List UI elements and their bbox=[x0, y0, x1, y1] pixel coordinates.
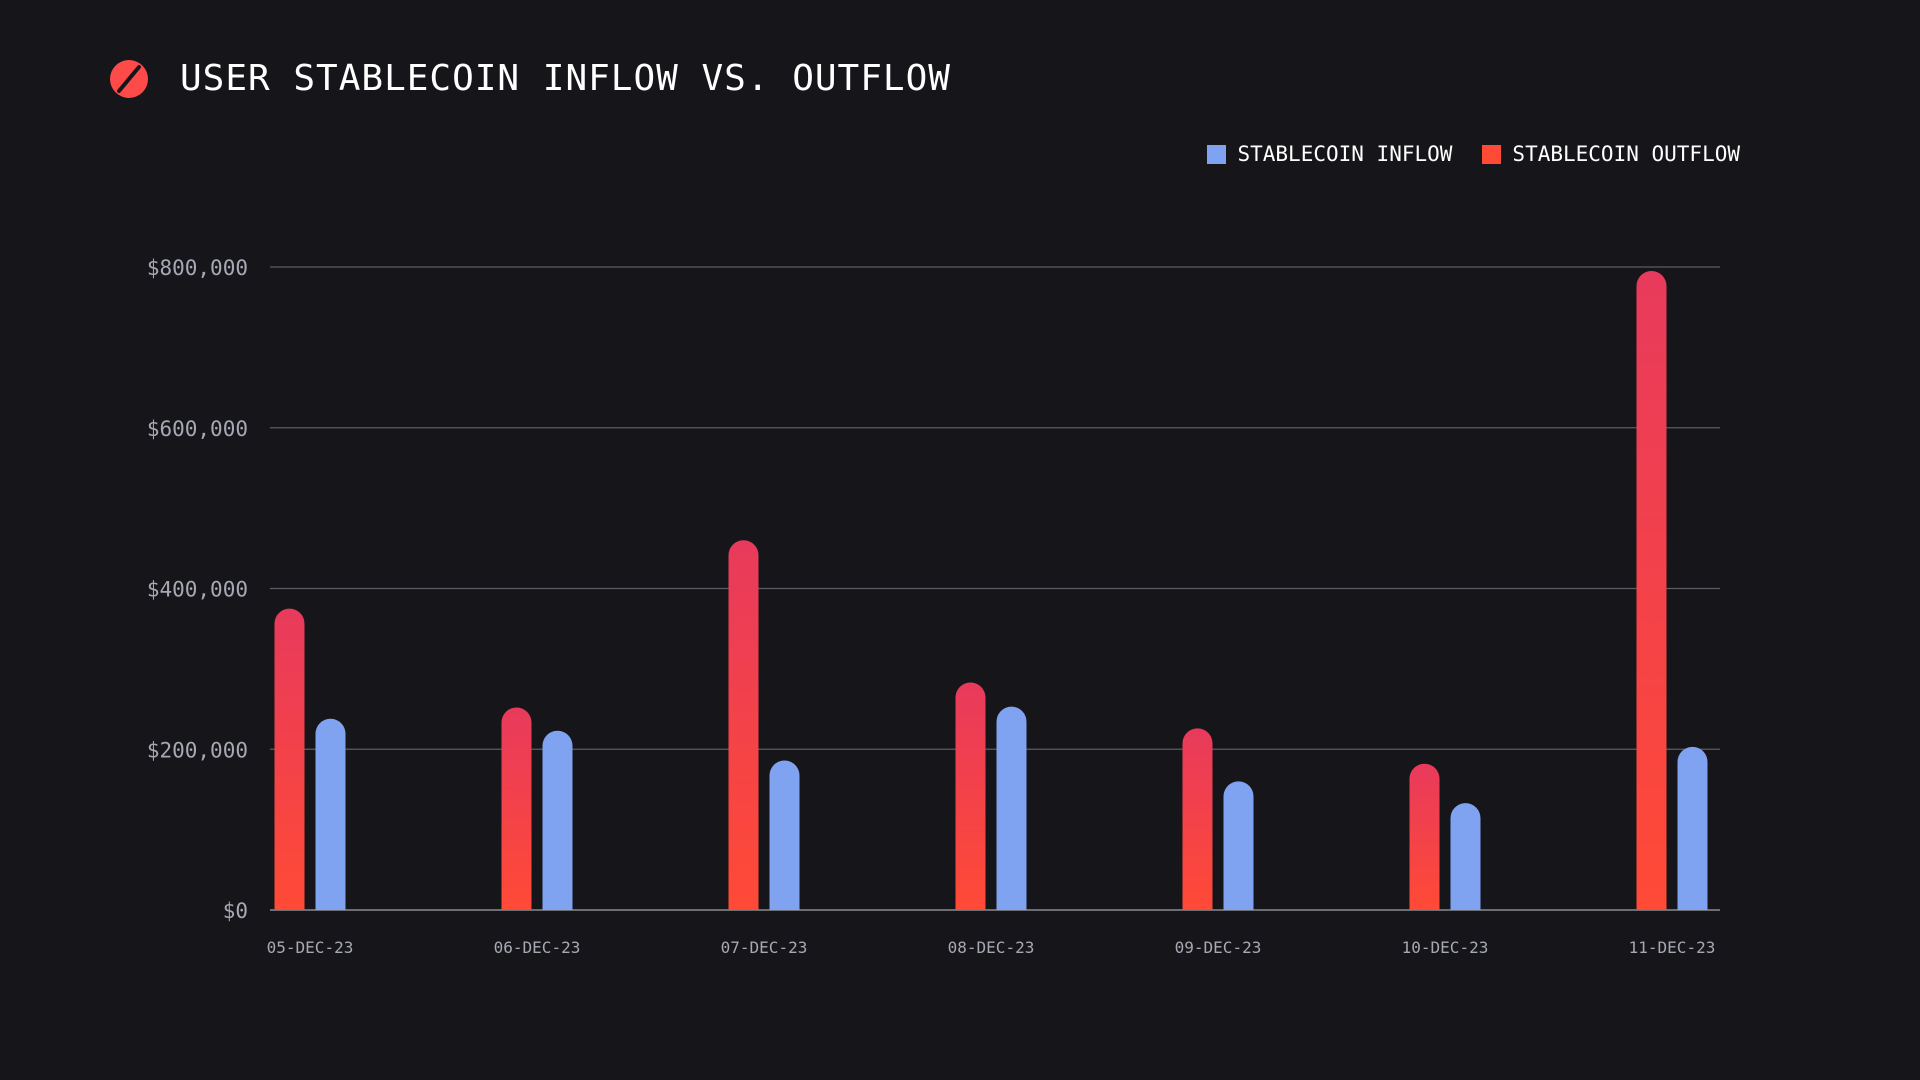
bar-inflow bbox=[1677, 746, 1708, 910]
bars bbox=[274, 271, 1708, 910]
bar-outflow bbox=[955, 682, 986, 910]
x-tick-label: 09-DEC-23 bbox=[1175, 938, 1262, 957]
x-tick-label: 07-DEC-23 bbox=[721, 938, 808, 957]
bar-inflow bbox=[996, 706, 1027, 910]
legend-swatch-inflow-icon bbox=[1207, 144, 1227, 164]
chart-header: USER STABLECOIN INFLOW VS. OUTFLOW bbox=[110, 58, 951, 99]
y-tick-label: $600,000 bbox=[147, 417, 248, 441]
grid-lines bbox=[270, 266, 1720, 911]
y-tick-label: $400,000 bbox=[147, 578, 248, 602]
x-axis-ticks: 05-DEC-23 06-DEC-23 07-DEC-23 08-DEC-23 09-D… bbox=[267, 938, 1716, 957]
bar-outflow bbox=[1409, 763, 1440, 910]
bar-outflow bbox=[1636, 271, 1667, 910]
y-tick-label: $800,000 bbox=[147, 256, 248, 280]
legend-label-outflow: STABLECOIN OUTFLOW bbox=[1512, 142, 1740, 166]
chart-legend: STABLECOIN INFLOW STABLECOIN OUTFLOW bbox=[1177, 142, 1740, 166]
x-tick-label: 05-DEC-23 bbox=[267, 938, 354, 957]
legend-swatch-outflow-icon bbox=[1482, 144, 1502, 164]
bar-inflow bbox=[1223, 781, 1254, 910]
bar-outflow bbox=[1182, 728, 1213, 910]
x-tick-label: 10-DEC-23 bbox=[1402, 938, 1489, 957]
y-tick-label: $200,000 bbox=[147, 738, 248, 762]
bar-inflow bbox=[315, 718, 346, 910]
y-tick-label: $0 bbox=[223, 899, 248, 923]
x-tick-label: 08-DEC-23 bbox=[948, 938, 1035, 957]
bar-outflow bbox=[501, 707, 532, 910]
x-tick-label: 11-DEC-23 bbox=[1629, 938, 1716, 957]
bar-outflow bbox=[728, 540, 759, 910]
legend-label-inflow: STABLECOIN INFLOW bbox=[1237, 142, 1453, 166]
bar-inflow bbox=[542, 730, 573, 910]
bar-outflow bbox=[274, 608, 305, 910]
y-axis-ticks: $0 $200,000 $400,000 $600,000 $800,000 bbox=[147, 256, 248, 923]
bar-inflow bbox=[1450, 803, 1481, 910]
legend-item-outflow: STABLECOIN OUTFLOW bbox=[1482, 142, 1740, 166]
chart-title: USER STABLECOIN INFLOW VS. OUTFLOW bbox=[180, 58, 951, 99]
x-tick-label: 06-DEC-23 bbox=[494, 938, 581, 957]
legend-item-inflow: STABLECOIN INFLOW bbox=[1207, 142, 1452, 166]
slash-circle-logo-icon bbox=[110, 59, 148, 98]
bar-inflow bbox=[769, 760, 800, 910]
